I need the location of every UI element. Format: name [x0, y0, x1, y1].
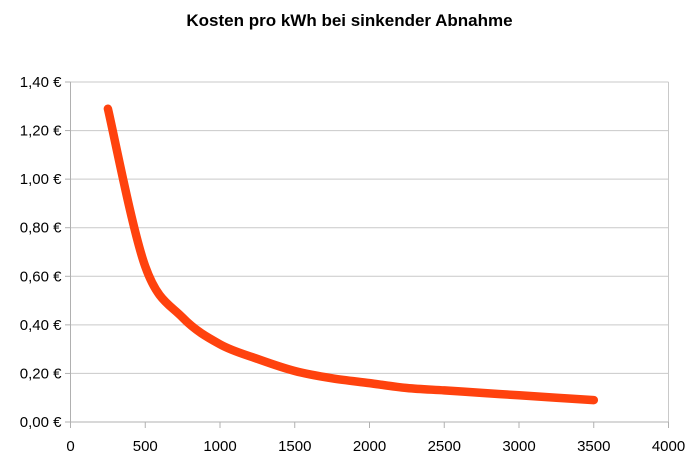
y-tick-label: 0,00 €: [20, 414, 62, 431]
chart-title: Kosten pro kWh bei sinkender Abnahme: [186, 11, 513, 30]
y-tick-label: 0,80 €: [20, 220, 62, 237]
y-tick-label: 1,00 €: [20, 171, 62, 188]
x-tick-label: 500: [133, 438, 158, 455]
y-tick-label: 0,60 €: [20, 268, 62, 285]
x-tick-label: 3500: [577, 438, 610, 455]
x-tick-label: 1000: [203, 438, 236, 455]
y-tick-label: 0,20 €: [20, 365, 62, 382]
y-tick-label: 0,40 €: [20, 317, 62, 334]
x-tick-label: 4000: [652, 438, 685, 455]
x-tick-label: 0: [66, 438, 74, 455]
x-tick-label: 1500: [278, 438, 311, 455]
x-tick-label: 3000: [502, 438, 535, 455]
y-tick-label: 1,20 €: [20, 123, 62, 140]
x-tick-label: 2500: [428, 438, 461, 455]
y-tick-label: 1,40 €: [20, 74, 62, 91]
x-tick-label: 2000: [353, 438, 386, 455]
cost-curve: [103, 104, 599, 405]
